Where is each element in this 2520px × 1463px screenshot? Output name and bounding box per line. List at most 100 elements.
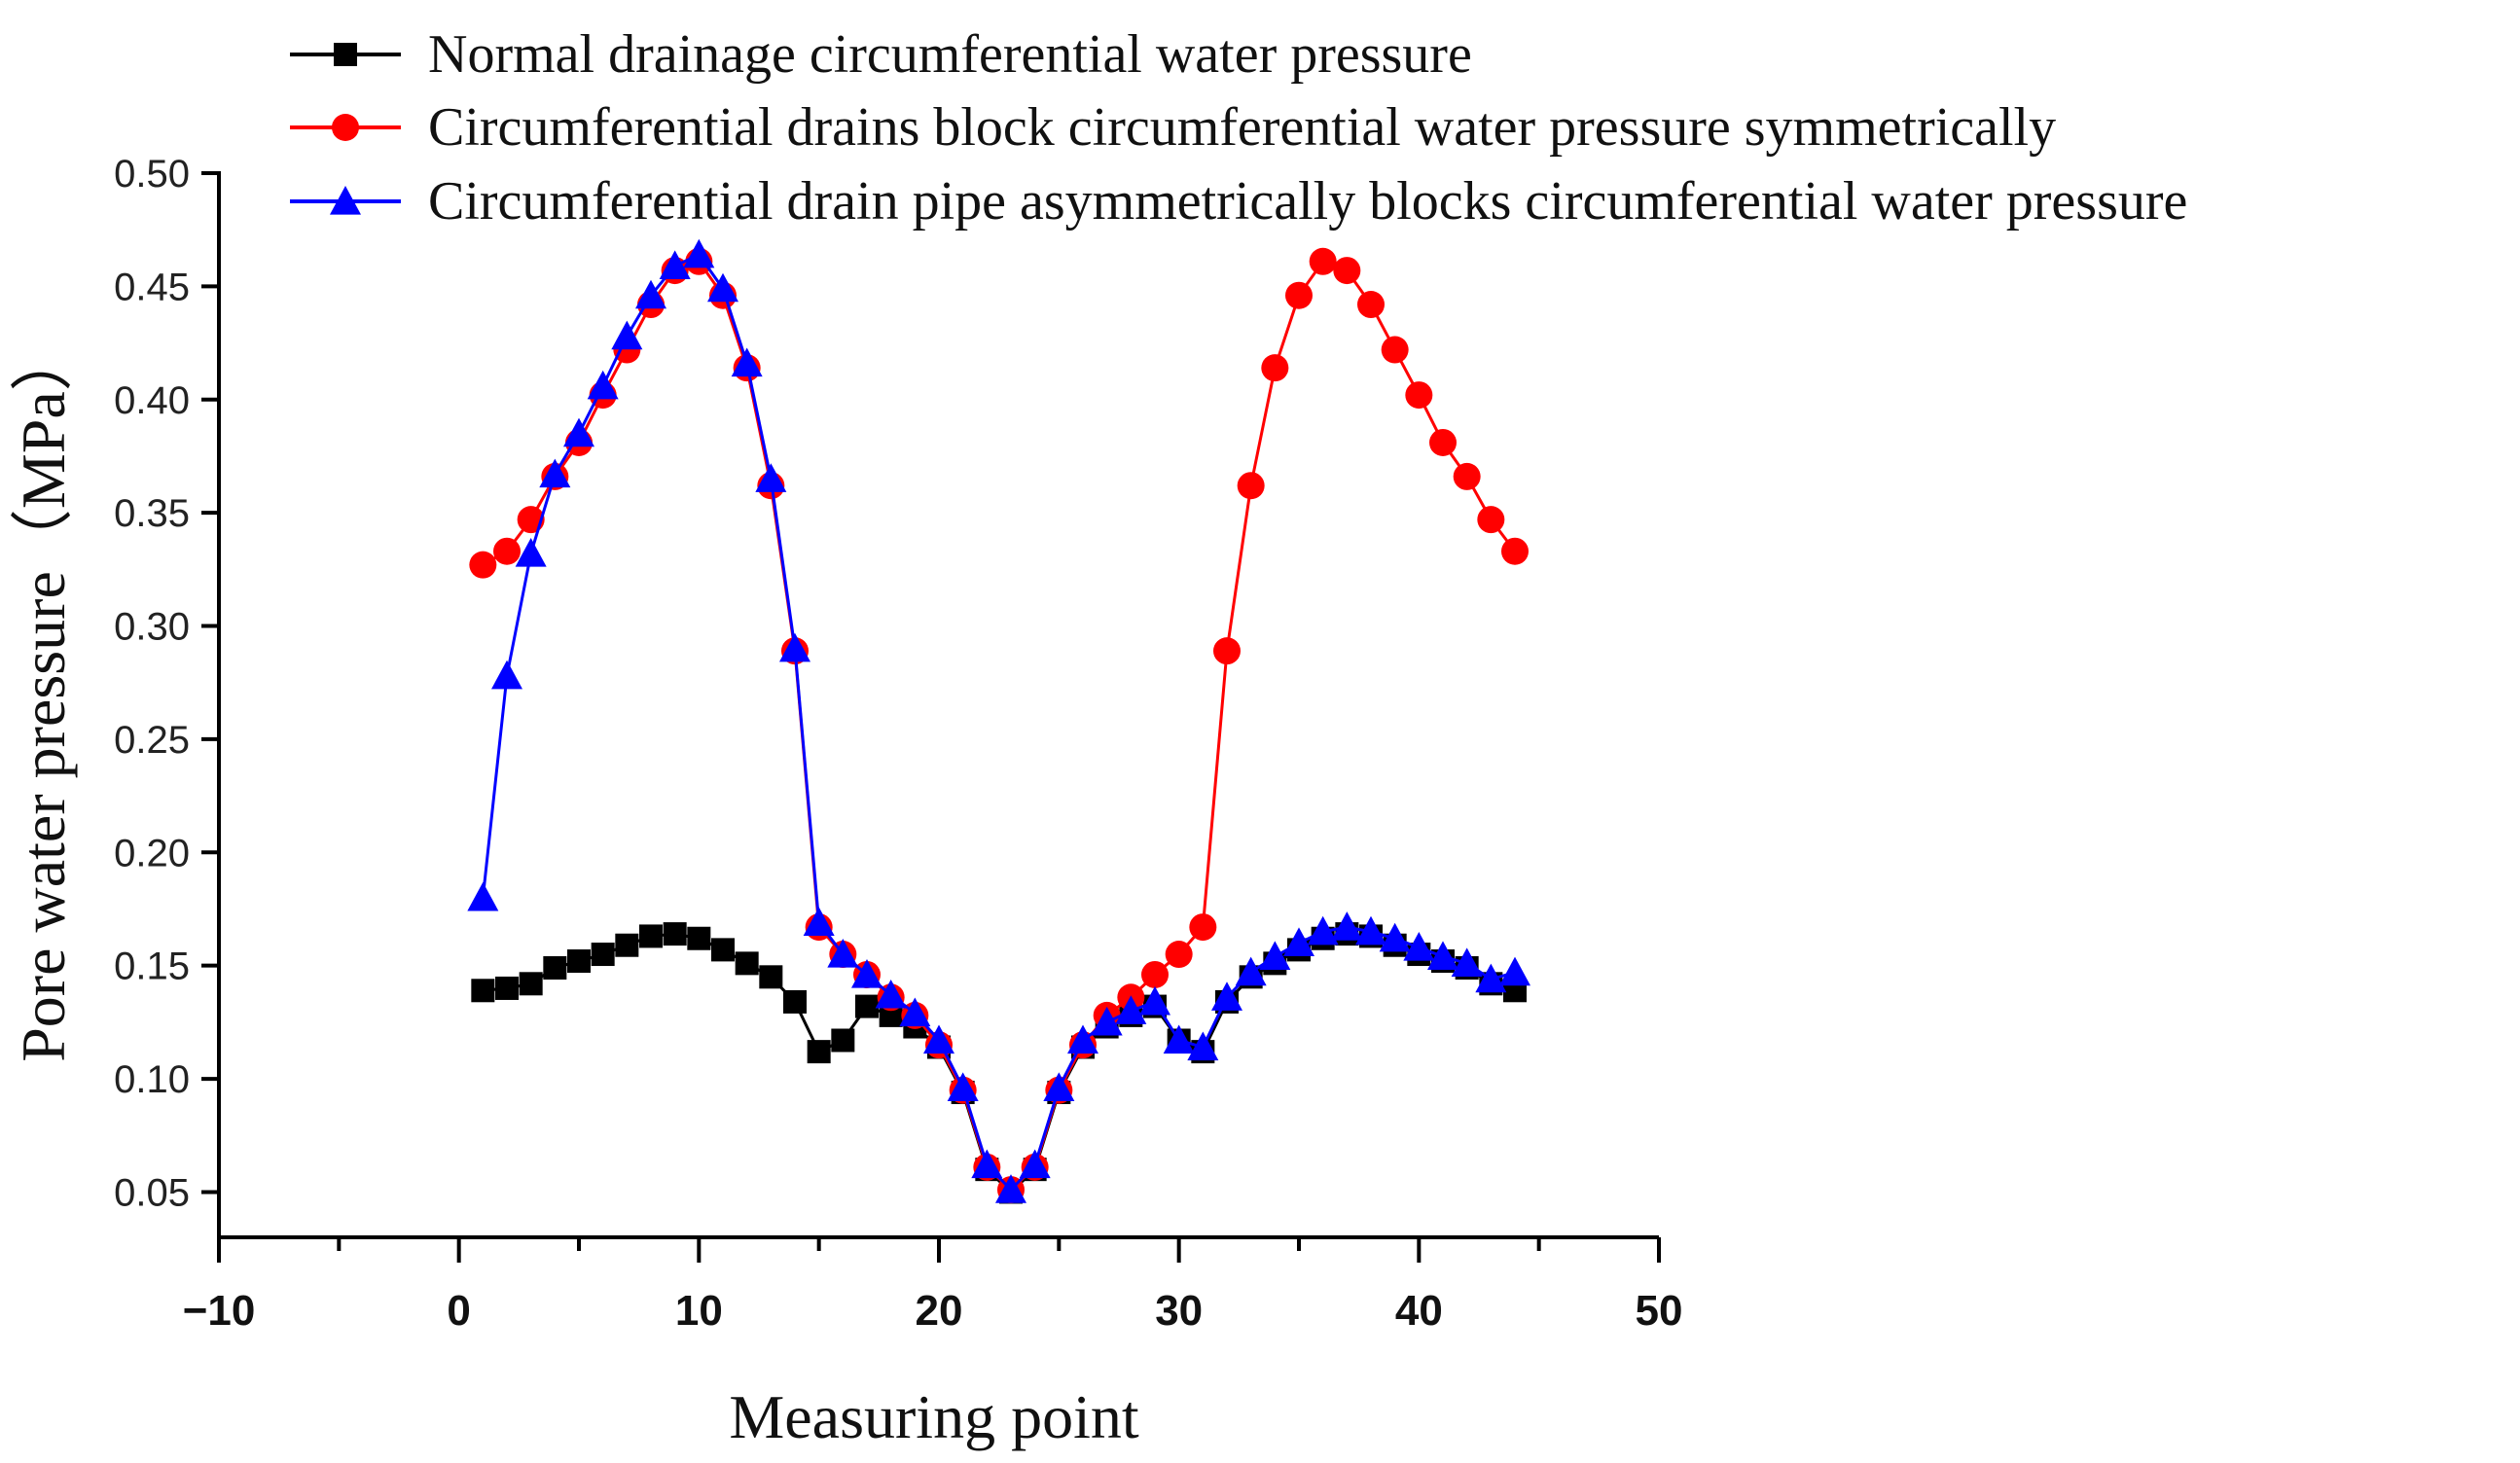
series-2-line (482, 259, 1517, 1193)
series-3-point (1019, 1149, 1051, 1179)
y-tick-label: 0.15 (114, 946, 190, 988)
series-2-point (1141, 960, 1169, 988)
series-3-point (995, 1174, 1026, 1203)
legend-marker (334, 43, 357, 66)
series-1-point (735, 951, 759, 976)
x-tick-label: −10 (183, 1287, 256, 1335)
y-tick-label: 0.10 (114, 1058, 190, 1101)
series-1-point (471, 979, 495, 1003)
y-tick-label: 0.25 (114, 719, 190, 762)
series-layer (467, 238, 1530, 1204)
series-3-point (1403, 932, 1435, 961)
series-3-point (1067, 1024, 1098, 1054)
series-3-point (707, 272, 738, 303)
series-2-point (1285, 281, 1313, 309)
series-3-point (1115, 995, 1147, 1024)
series-3-point (971, 1149, 1003, 1179)
legend-label: Normal drainage circumferential water pr… (428, 24, 1472, 85)
series-2-point (1357, 291, 1385, 319)
series-1-point (711, 938, 735, 962)
legend: Normal drainage circumferential water pr… (290, 24, 2187, 232)
series-3-point (851, 958, 882, 988)
series-3-point (1331, 911, 1363, 941)
series-3-line (481, 252, 1516, 1193)
y-axis-label: Pore water pressure（MPa） (9, 329, 78, 1062)
series-1-point (639, 924, 663, 948)
series-3-point (539, 458, 571, 488)
series-3-point (587, 370, 619, 400)
series-3-point (1427, 941, 1458, 970)
y-tick-label: 0.35 (114, 492, 190, 535)
y-tick-label: 0.20 (114, 832, 190, 874)
series-3-point (1187, 1031, 1219, 1061)
series-3-point (1259, 941, 1291, 970)
series-2-point (1309, 247, 1337, 275)
legend-item-1: Normal drainage circumferential water pr… (290, 24, 1472, 85)
series-1-point (783, 989, 807, 1014)
series-3-point (1139, 985, 1170, 1016)
series-3-point (467, 881, 499, 911)
series-1-point (543, 956, 567, 981)
x-tick-label: 10 (675, 1287, 723, 1335)
series-3-point (731, 347, 763, 377)
series-2-point (1429, 428, 1457, 456)
legend-item-2: Circumferential drains block circumferen… (290, 97, 2056, 158)
series-2-point (1237, 472, 1265, 500)
y-tick-label: 0.05 (114, 1171, 190, 1214)
series-3 (467, 238, 1530, 1203)
series-3-point (803, 907, 835, 937)
series-1-line (483, 932, 1516, 1195)
y-axis-ticks: 0.05 0.10 0.15 0.20 0.25 0.30 0.35 0.40 0.45 0.50 (114, 153, 219, 1214)
series-2-point (1165, 941, 1193, 969)
series-3-point (1211, 981, 1242, 1011)
x-tick-label: 50 (1636, 1287, 1683, 1335)
series-3-point (659, 250, 691, 280)
series-1-point (567, 949, 591, 974)
x-tick-label: 20 (916, 1287, 963, 1335)
series-2-point (1381, 336, 1409, 364)
series-1-point (615, 933, 639, 957)
series-3-point (875, 979, 907, 1009)
series-3-point (1091, 1006, 1123, 1036)
series-1-point (807, 1040, 831, 1064)
series-3-point (1451, 947, 1483, 977)
series-3-point (1307, 915, 1339, 946)
series-3-point (947, 1072, 979, 1101)
x-axis-ticks: −10 0 10 20 30 40 50 (183, 1237, 1683, 1335)
series-1-point (831, 1028, 855, 1053)
series-3-point (1235, 956, 1267, 986)
series-2-point (1333, 257, 1361, 285)
series-3-point (563, 417, 594, 447)
series-3-point (1355, 915, 1386, 946)
legend-marker (330, 186, 361, 215)
y-tick-label: 0.50 (114, 153, 190, 196)
legend-marker (332, 114, 359, 141)
x-tick-label: 30 (1155, 1287, 1203, 1335)
y-tick-label: 0.45 (114, 266, 190, 308)
x-tick-label: 0 (447, 1287, 470, 1335)
series-3-point (1475, 963, 1507, 993)
series-2-point (1453, 462, 1481, 490)
series-2 (469, 247, 1529, 1204)
series-3-point (1043, 1072, 1075, 1101)
series-3-point (611, 320, 643, 350)
series-2-point (1501, 537, 1529, 565)
series-3-point (515, 538, 547, 567)
series-2-point (1477, 506, 1505, 534)
chart-axes: 0.05 0.10 0.15 0.20 0.25 0.30 0.35 0.40 0.45 0.50… (114, 153, 1682, 1335)
series-1-point (687, 926, 711, 950)
series-1-point (855, 994, 879, 1018)
series-1-point (663, 922, 687, 946)
series-2-point (1405, 381, 1433, 410)
series-1-point (495, 976, 519, 1000)
series-3-point (1499, 956, 1530, 986)
legend-item-3: Circumferential drain pipe asymmetricall… (290, 171, 2187, 232)
series-3-point (899, 997, 931, 1027)
legend-label: Circumferential drains block circumferen… (428, 97, 2056, 158)
series-3-point (827, 939, 859, 968)
series-2-point (493, 537, 521, 565)
series-2-point (1189, 913, 1217, 942)
series-2-point (1213, 637, 1241, 665)
series-2-point (469, 551, 497, 579)
